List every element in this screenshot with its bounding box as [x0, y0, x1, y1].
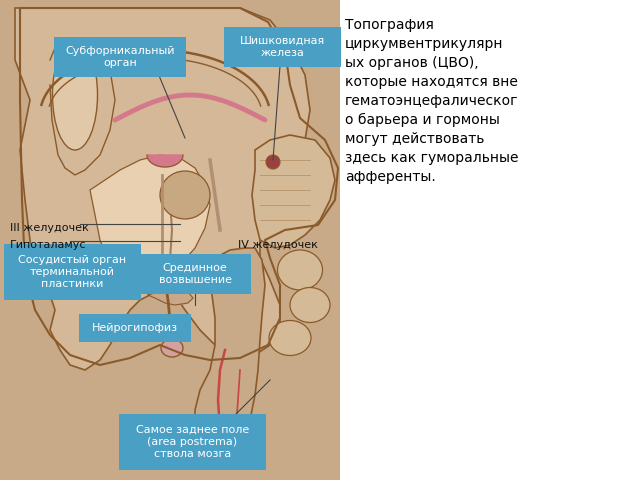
- Text: III желудочек: III желудочек: [10, 223, 89, 233]
- Polygon shape: [195, 248, 265, 455]
- Ellipse shape: [278, 250, 323, 290]
- Text: Сосудистый орган
терминальной
пластинки: Сосудистый орган терминальной пластинки: [19, 254, 127, 289]
- FancyBboxPatch shape: [79, 314, 191, 342]
- Text: Срединное
возвышение: Срединное возвышение: [159, 263, 232, 285]
- Ellipse shape: [161, 339, 183, 357]
- Text: Гипоталамус: Гипоталамус: [10, 240, 86, 250]
- Bar: [0, 0, 340, 480]
- FancyBboxPatch shape: [119, 414, 266, 470]
- Polygon shape: [147, 155, 183, 167]
- FancyBboxPatch shape: [139, 254, 251, 294]
- Ellipse shape: [160, 171, 210, 219]
- FancyBboxPatch shape: [224, 27, 341, 67]
- Ellipse shape: [148, 261, 162, 279]
- Text: Топография
циркумвентрикулярн
ых органов (ЦВО),
которые находятся вне
гематоэнце: Топография циркумвентрикулярн ых органов…: [345, 18, 518, 184]
- Text: Самое заднее поле
(area postrema)
ствола мозга: Самое заднее поле (area postrema) ствола…: [136, 425, 249, 459]
- Ellipse shape: [290, 288, 330, 323]
- FancyBboxPatch shape: [54, 37, 186, 77]
- Ellipse shape: [52, 40, 97, 150]
- Text: Субфорникальный
орган: Субфорникальный орган: [65, 46, 175, 68]
- Polygon shape: [148, 290, 193, 305]
- Text: IV желудочек: IV желудочек: [238, 240, 318, 250]
- Polygon shape: [252, 135, 335, 248]
- Ellipse shape: [266, 155, 280, 169]
- FancyBboxPatch shape: [4, 244, 141, 300]
- Text: Шишковидная
железа: Шишковидная железа: [240, 36, 325, 58]
- Ellipse shape: [269, 321, 311, 356]
- Polygon shape: [90, 155, 210, 285]
- Polygon shape: [15, 8, 310, 370]
- Text: Нейрогипофиз: Нейрогипофиз: [92, 323, 178, 333]
